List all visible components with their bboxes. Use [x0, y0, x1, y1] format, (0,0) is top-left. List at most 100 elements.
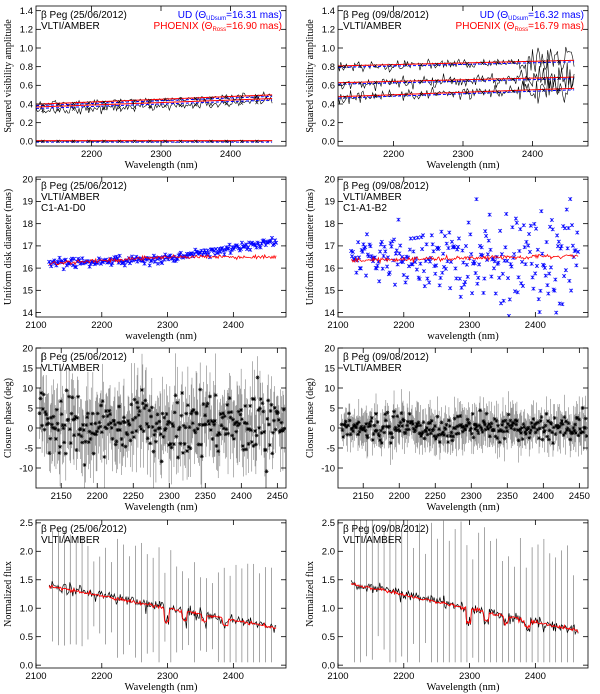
visibility-marker	[255, 100, 259, 105]
ud-diameter-point	[576, 249, 581, 254]
closure-phase-point	[538, 418, 543, 423]
visibility-marker	[117, 139, 122, 144]
ud-diameter-point	[562, 226, 568, 231]
ud-diameter-point	[488, 247, 493, 252]
closure-phase-point	[258, 397, 263, 402]
closure-phase-point	[216, 449, 221, 454]
ud-diameter-point	[414, 267, 419, 272]
closure-phase-point	[350, 426, 355, 431]
closure-phase-point	[59, 412, 64, 417]
closure-phase-point	[439, 420, 444, 425]
closure-phase-point	[185, 403, 190, 408]
ud-diameter-point	[552, 288, 557, 293]
closure-phase-point	[165, 422, 170, 427]
closure-phase-point	[474, 424, 479, 429]
closure-phase-point	[438, 432, 443, 437]
panel-annotation: C1-A1-D0	[41, 203, 86, 214]
y-tick-label: 0.2	[322, 118, 335, 129]
closure-phase-point	[118, 421, 123, 426]
ud-diameter-point	[546, 291, 551, 296]
closure-phase-point	[227, 396, 232, 401]
closure-phase-point	[138, 424, 143, 429]
y-tick-label: 1.4	[322, 6, 335, 17]
closure-phase-point	[428, 420, 433, 425]
ud-diameter-point	[481, 290, 486, 295]
y-tick-label: 10	[22, 383, 33, 394]
ud-diameter-point	[218, 249, 223, 254]
ud-diameter-point	[477, 262, 482, 267]
axes-frame	[337, 519, 589, 669]
visibility-marker	[557, 87, 561, 92]
x-tick-label: 2350	[497, 491, 518, 502]
closure-phase-point	[488, 424, 493, 429]
closure-phase-point	[461, 425, 466, 430]
ud-diameter-point	[356, 240, 361, 245]
closure-phase-point	[195, 426, 200, 431]
ud-diameter-point	[239, 240, 244, 245]
closure-phase-point	[154, 421, 159, 426]
closure-phase-point	[550, 430, 555, 435]
ud-diameter-point	[221, 248, 226, 253]
visibility-marker	[404, 63, 408, 67]
y-tick-label: 1.0	[20, 604, 33, 615]
closure-phase-point	[368, 423, 373, 428]
closure-phase-point	[357, 429, 362, 434]
ud-diameter-point	[569, 223, 575, 228]
closure-phase-point	[420, 430, 425, 435]
closure-phase-point	[117, 404, 122, 409]
closure-phase-point	[347, 418, 352, 423]
closure-phase-point	[421, 420, 426, 425]
visibility-marker	[102, 100, 106, 104]
closure-phase-point	[262, 429, 267, 434]
x-tick-label: 2300	[159, 491, 180, 502]
visibility-marker	[373, 94, 378, 98]
closure-phase-point	[453, 426, 458, 431]
closure-phase-point	[470, 411, 475, 416]
ud-diameter-point	[530, 275, 535, 280]
closure-phase-point	[339, 422, 344, 427]
closure-phase-point	[43, 410, 48, 415]
closure-phase-point	[473, 422, 478, 427]
closure-phase-point	[218, 411, 223, 416]
closure-phase-point	[450, 438, 455, 443]
closure-phase-point	[179, 413, 184, 418]
closure-phase-point	[206, 419, 211, 424]
ud-diameter-point	[433, 271, 438, 276]
visibility-marker	[450, 79, 454, 83]
closure-phase-point	[415, 423, 420, 428]
x-tick-label: 2200	[81, 149, 102, 160]
visibility-series	[36, 91, 273, 108]
panel-annotation: VLTI/AMBER	[343, 363, 402, 374]
ud-diameter-point	[403, 280, 408, 285]
closure-phase-point	[213, 393, 218, 398]
x-tick-label: 2300	[459, 320, 480, 331]
visibility-marker	[526, 60, 530, 64]
ud-diameter-point	[512, 289, 518, 294]
closure-phase-point	[62, 423, 67, 428]
closure-phase-point	[160, 411, 165, 416]
closure-phase-point	[70, 395, 75, 400]
visibility-marker	[148, 139, 152, 144]
closure-phase-point	[551, 425, 556, 430]
ud-diameter-point	[397, 251, 402, 256]
y-tick-label: 1.2	[322, 25, 335, 36]
panel-p4: 2100 2200 2300 2400 14 15 16 17 18 19 20 wavelength…	[305, 175, 589, 342]
closure-phase-point	[459, 422, 464, 427]
y-tick-label: 15	[22, 363, 33, 374]
panel-annotation: VLTI/AMBER	[41, 363, 100, 374]
ud-diameter-point	[254, 245, 259, 250]
closure-phase-point	[198, 442, 203, 447]
visibility-marker	[178, 139, 183, 144]
closure-phase-point	[424, 425, 429, 430]
closure-phase-point	[571, 425, 576, 430]
closure-phase-point	[271, 430, 276, 435]
closure-phase-point	[546, 437, 551, 442]
closure-phase-point	[104, 426, 109, 431]
closure-phase-point	[410, 421, 415, 426]
closure-phase-point	[494, 418, 499, 423]
phoenix-flux-line	[48, 584, 277, 630]
closure-phase-point	[427, 427, 432, 432]
closure-phase-point	[244, 447, 249, 452]
closure-phase-point	[404, 427, 409, 432]
ud-diameter-point	[503, 245, 508, 250]
